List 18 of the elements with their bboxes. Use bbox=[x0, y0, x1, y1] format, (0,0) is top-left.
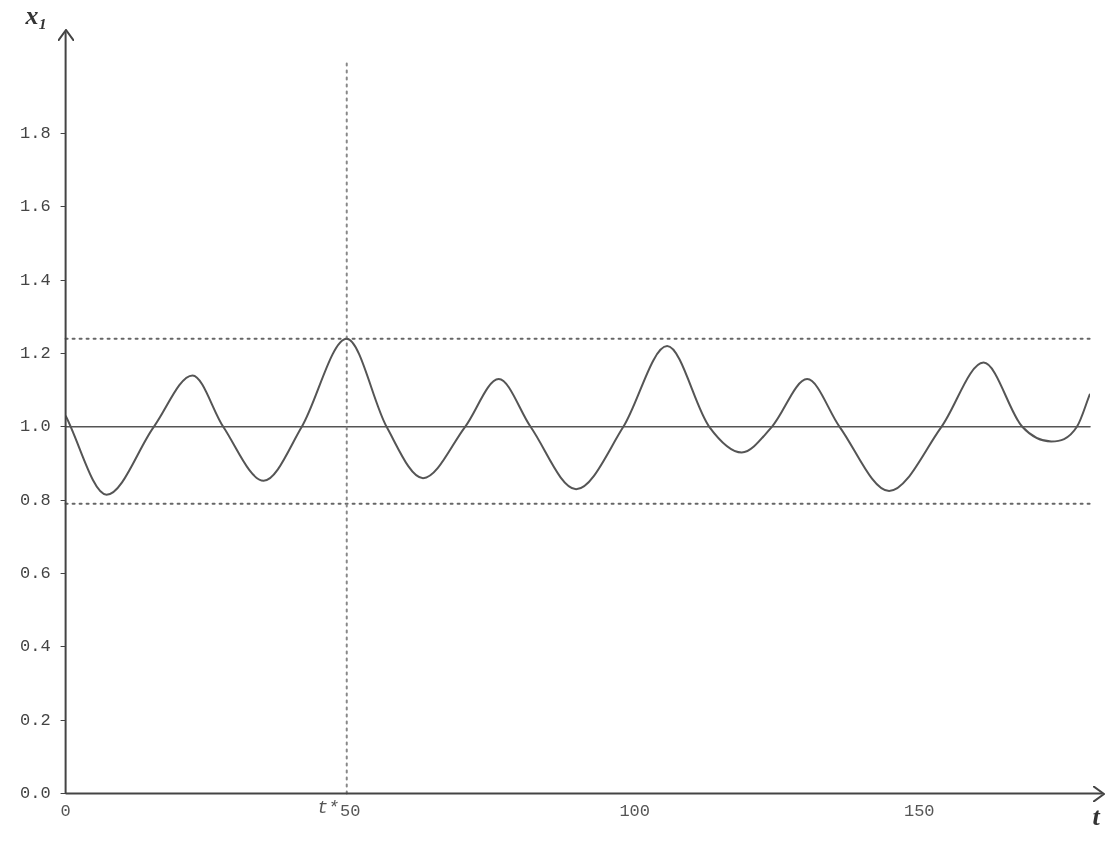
y-tick-label: 0.8 bbox=[20, 490, 51, 510]
line-series bbox=[65, 337, 1090, 496]
y-axis-title: x₁ bbox=[24, 0, 48, 30]
y-tick-label: 1.4 bbox=[20, 270, 51, 290]
x-tick-label: 50 bbox=[339, 802, 361, 822]
y-tick-label: 1.0 bbox=[20, 417, 51, 437]
y-tick-label: 0.6 bbox=[20, 564, 51, 584]
y-tick-label: 0.2 bbox=[20, 710, 51, 730]
x-tick-label: 100 bbox=[619, 802, 651, 822]
y-tick-label: 0.4 bbox=[20, 637, 51, 657]
y-tick-label: 1.8 bbox=[20, 123, 51, 143]
y-tick-label: 1.2 bbox=[20, 343, 51, 363]
x-axis-title: t bbox=[1092, 802, 1101, 832]
x-tick-label: 0 bbox=[60, 802, 71, 822]
ref-line-label: t* bbox=[317, 798, 339, 819]
x-tick-label: 150 bbox=[903, 802, 935, 822]
y-tick-label: 1.6 bbox=[20, 197, 51, 217]
y-tick-label: 0.0 bbox=[20, 784, 51, 804]
